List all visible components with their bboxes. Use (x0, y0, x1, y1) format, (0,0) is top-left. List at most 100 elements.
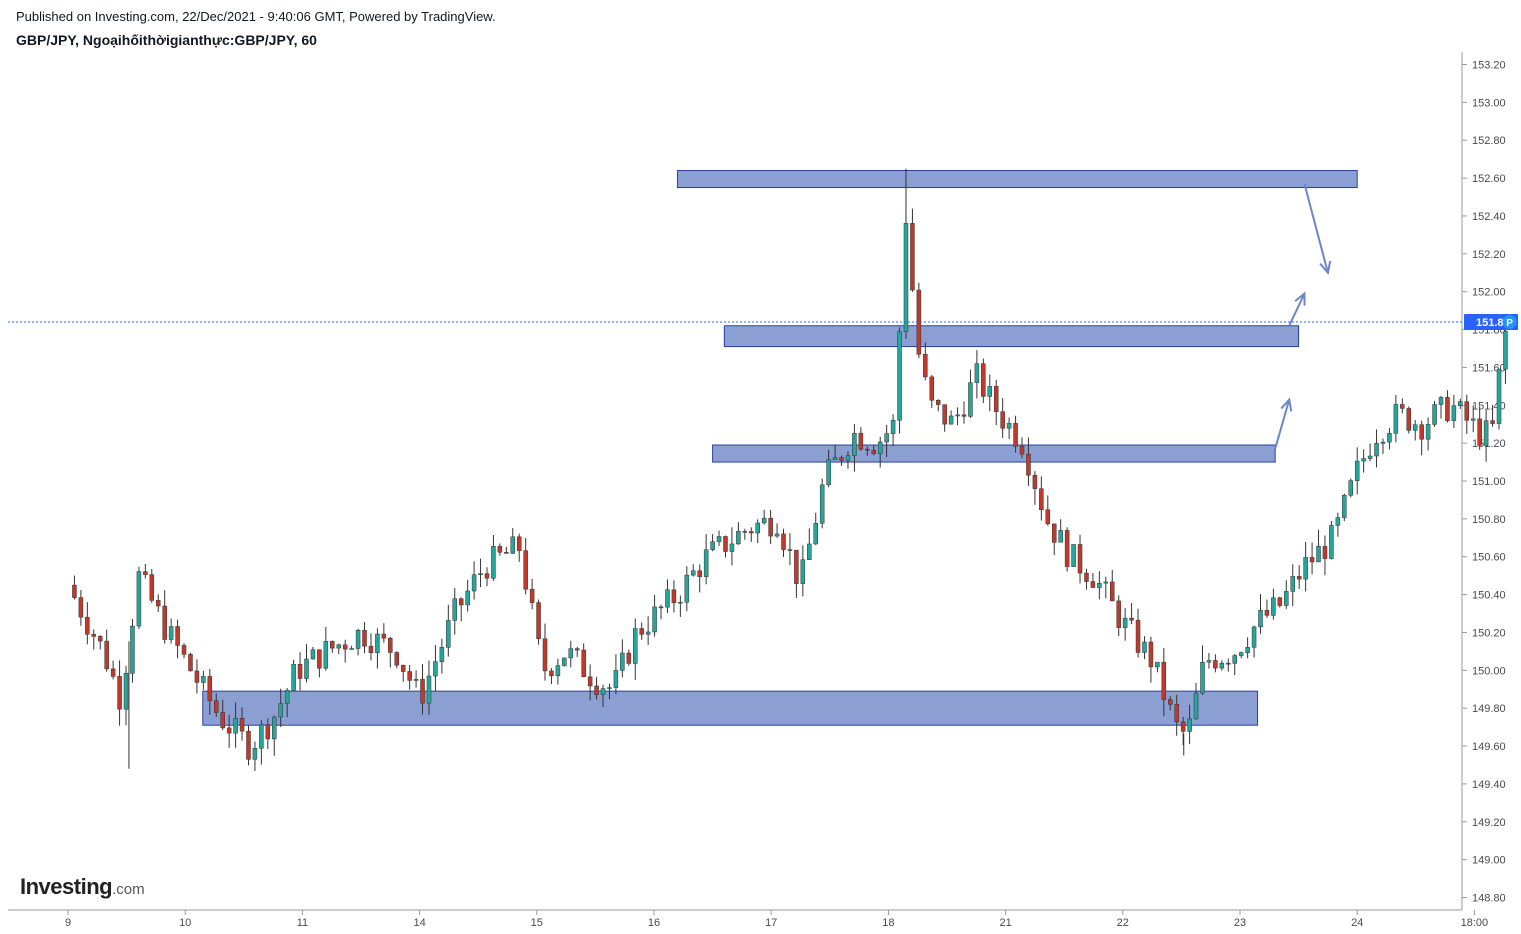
candle-body (143, 571, 148, 575)
candle-body (523, 550, 528, 590)
candle-body (981, 363, 986, 397)
candle-body (993, 386, 999, 412)
candle-body (1412, 424, 1418, 431)
candle-body (1103, 581, 1109, 584)
candle-body (1155, 661, 1160, 668)
candle-body (1039, 488, 1044, 510)
brand-name: Investing (20, 874, 113, 899)
candle-body (1219, 662, 1225, 669)
candle-body (652, 606, 657, 633)
candle-body (168, 626, 174, 640)
candle-body (923, 354, 928, 378)
candle-body (594, 685, 599, 695)
candle-body (1200, 661, 1205, 694)
candle-body (388, 637, 393, 653)
candle-body (723, 536, 728, 552)
candle-body (832, 457, 838, 461)
candle-body (162, 605, 167, 640)
y-tick-label: 149.20 (1472, 817, 1506, 829)
candle-body (323, 641, 329, 669)
candle-body (1064, 530, 1070, 567)
y-tick-label: 149.00 (1472, 855, 1506, 867)
projection-arrow (1288, 293, 1306, 327)
candle-body (935, 400, 941, 405)
y-tick-label: 149.60 (1472, 741, 1506, 753)
y-tick-label: 149.80 (1472, 703, 1506, 715)
candle-body (458, 598, 464, 606)
candle-body (536, 602, 541, 640)
candle-body (1419, 424, 1424, 440)
candle-body (781, 533, 786, 550)
candle-body (310, 649, 316, 660)
candle-body (1006, 423, 1012, 429)
candle-body (871, 449, 876, 454)
candle-body (497, 546, 503, 553)
candle-body (226, 727, 232, 734)
support-resistance-zone (676, 170, 1358, 189)
chart-title: GBP/JPY, Ngoạihốithờigianthực:GBP/JPY, 6… (16, 32, 317, 48)
support-resistance-zone (723, 325, 1300, 348)
candle-body (426, 675, 432, 704)
candle-body (394, 652, 399, 666)
candle-body (1348, 480, 1354, 496)
candle-body (974, 363, 980, 383)
candle-body (890, 420, 896, 434)
candle-body (175, 626, 180, 646)
candle-body (362, 630, 367, 647)
x-tick-label: 15 (531, 917, 543, 929)
candle-body (1142, 641, 1147, 653)
candle-body (1290, 576, 1295, 592)
candle-body (194, 670, 200, 683)
zones-layer (202, 170, 1358, 726)
candle-body (877, 441, 883, 454)
candle-body (839, 457, 844, 461)
candle-body (910, 223, 915, 291)
candle-body (555, 665, 561, 677)
candle-body (755, 522, 760, 534)
candle-body (703, 549, 709, 577)
candle-body (942, 404, 947, 425)
candle-body (465, 590, 470, 606)
candle-body (478, 573, 483, 575)
y-tick-label: 152.80 (1472, 135, 1506, 147)
candle-body (85, 616, 90, 635)
y-tick-label: 149.40 (1472, 779, 1506, 791)
arrow-head-icon (1280, 397, 1293, 412)
candle-body (684, 574, 690, 603)
candle-body (400, 664, 406, 672)
candle-body (529, 588, 535, 603)
candle-body (865, 448, 870, 451)
candle-body (1071, 544, 1076, 567)
candle-body (188, 654, 193, 672)
candle-body (1251, 626, 1257, 648)
candle-body (1284, 591, 1289, 606)
y-tick-label: 152.40 (1472, 211, 1506, 223)
candle-body (1090, 581, 1096, 588)
candle-body (1445, 397, 1450, 421)
support-resistance-zone (202, 690, 1259, 726)
arrow-head-icon (1319, 260, 1332, 275)
candle-body (729, 543, 735, 552)
arrow-head-icon (1294, 291, 1306, 306)
candle-body (574, 648, 580, 651)
y-tick-label: 152.00 (1472, 287, 1506, 299)
candle-body (903, 223, 909, 332)
candle-body (1077, 544, 1083, 574)
y-tick-label: 151.20 (1472, 438, 1506, 450)
candle-body (516, 536, 522, 551)
candle-body (1058, 530, 1063, 543)
candle-body (794, 549, 799, 584)
x-tick-label: 10 (179, 917, 191, 929)
candle-body (961, 414, 967, 417)
candle-body (826, 459, 831, 486)
candle-body (297, 663, 303, 679)
candle-body (1277, 597, 1283, 606)
candle-body (768, 517, 773, 537)
candle-body (562, 657, 567, 666)
last-price-label: 151.84 (1476, 317, 1511, 329)
projection-arrow (1274, 399, 1291, 450)
candle-body (787, 549, 793, 551)
candle-body (1264, 610, 1270, 616)
candle-body (72, 584, 77, 598)
